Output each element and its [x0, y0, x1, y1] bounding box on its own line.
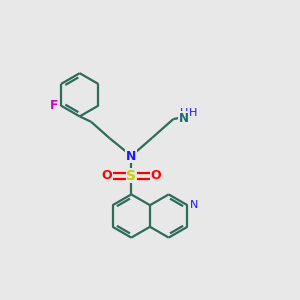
Text: S: S — [126, 169, 136, 183]
Text: H: H — [180, 108, 188, 118]
Text: N: N — [126, 150, 136, 163]
Text: H: H — [189, 108, 197, 118]
Text: O: O — [151, 169, 161, 182]
Text: O: O — [101, 169, 112, 182]
Text: N: N — [179, 112, 189, 125]
Text: F: F — [50, 99, 58, 112]
Text: N: N — [190, 200, 198, 210]
